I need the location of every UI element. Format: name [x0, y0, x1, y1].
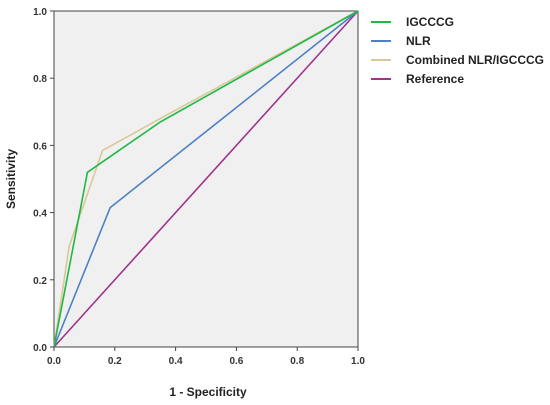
legend-label: NLR: [406, 34, 431, 48]
x-tick-label: 0.4: [169, 356, 183, 367]
x-tick-label: 0.0: [47, 356, 61, 367]
x-axis-label: 1 - Specificity: [169, 385, 247, 399]
series-line-combined-nlr-igcccg: [53, 10, 359, 348]
series-layer: [53, 10, 359, 348]
x-tick-label: 0.8: [290, 356, 304, 367]
legend-label: Combined NLR/IGCCCG: [406, 53, 544, 67]
series-line-igcccg: [53, 10, 359, 348]
series-line-nlr: [53, 10, 359, 348]
y-tick-label: 0.6: [33, 141, 47, 152]
y-tick-label: 0.0: [33, 343, 47, 354]
legend: IGCCCG NLR Combined NLR/IGCCCG Reference: [371, 15, 544, 86]
x-tick-label: 1.0: [351, 356, 365, 367]
x-axis-ticks: 0.0 0.2 0.4 0.6 0.8 1.0: [47, 347, 365, 367]
legend-label: Reference: [406, 72, 464, 86]
x-tick-label: 0.6: [229, 356, 243, 367]
y-tick-label: 0.4: [33, 209, 47, 220]
x-tick-label: 0.2: [108, 356, 122, 367]
y-tick-label: 1.0: [33, 7, 47, 18]
y-tick-label: 0.2: [33, 276, 47, 287]
y-tick-label: 0.8: [33, 74, 47, 85]
series-line-reference: [53, 10, 359, 348]
legend-label: IGCCCG: [406, 15, 454, 29]
y-axis-ticks: 0.0 0.2 0.4 0.6 0.8 1.0: [33, 7, 54, 354]
y-axis-label: Sensitivity: [4, 149, 18, 209]
